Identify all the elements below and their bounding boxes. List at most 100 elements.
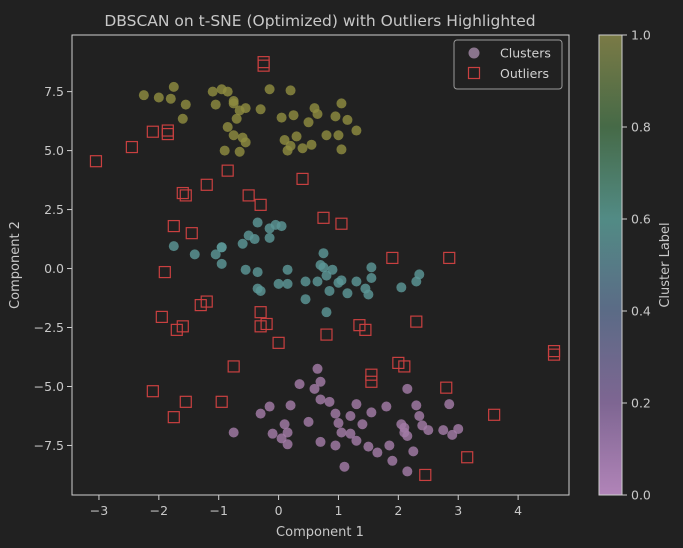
cluster-point <box>273 278 284 289</box>
cluster-point <box>351 276 362 287</box>
cluster-point <box>423 425 434 436</box>
outlier-point <box>200 178 213 191</box>
cluster-point <box>324 285 335 296</box>
outlier-point <box>146 125 159 138</box>
cluster-point <box>399 427 410 438</box>
cluster-point <box>231 113 242 124</box>
cluster-point <box>222 86 233 97</box>
y-tick-label: 2.5 <box>44 202 64 217</box>
cluster-point <box>228 98 239 109</box>
cluster-point <box>321 130 332 141</box>
colorbar-tick-label: 0.8 <box>631 120 651 135</box>
outlier-point <box>419 468 432 482</box>
x-tick-label: 1 <box>334 503 342 518</box>
outlier-point <box>170 323 183 336</box>
cluster-point <box>138 90 149 101</box>
outlier-point <box>221 164 234 177</box>
outlier-point <box>488 408 501 421</box>
cluster-point <box>210 249 221 260</box>
cluster-point <box>396 282 407 293</box>
outlier-point <box>547 345 561 358</box>
cluster-point <box>285 400 296 411</box>
x-tick-label: −3 <box>90 503 108 518</box>
cluster-point <box>270 219 281 230</box>
x-tick-label: 2 <box>394 503 402 518</box>
cluster-point <box>345 428 356 439</box>
cluster-point <box>330 408 341 419</box>
cluster-point <box>267 428 278 439</box>
cluster-point <box>414 410 425 421</box>
outlier-point <box>227 360 240 373</box>
cluster-point <box>240 103 251 114</box>
cluster-point <box>366 262 377 273</box>
cluster-point <box>285 85 296 96</box>
outlier-point <box>359 323 372 336</box>
outlier-point <box>386 251 399 265</box>
cluster-point <box>312 363 323 374</box>
cluster-point <box>240 137 251 148</box>
cluster-point <box>315 376 326 387</box>
outlier-point <box>158 265 171 279</box>
cluster-point <box>216 258 227 269</box>
cluster-point <box>282 278 293 289</box>
x-tick-label: 4 <box>514 503 522 518</box>
cluster-point <box>363 441 374 452</box>
cluster-point <box>336 275 347 286</box>
outlier-point <box>335 217 348 230</box>
cluster-point <box>351 399 362 410</box>
outlier-point <box>443 251 456 265</box>
cluster-point <box>288 110 299 121</box>
outlier-point <box>410 315 423 328</box>
cluster-point <box>255 408 266 419</box>
cluster-point <box>282 145 293 156</box>
colorbar: 0.0 0.2 0.4 0.6 0.8 1.0 Cluster Label <box>598 28 673 503</box>
cluster-point <box>219 145 230 156</box>
cluster-point <box>309 383 320 394</box>
y-tick-label: 5.0 <box>44 143 64 158</box>
cluster-point <box>252 283 263 294</box>
cluster-point <box>321 307 332 318</box>
cluster-point <box>402 383 413 394</box>
outlier-point <box>200 295 213 308</box>
colorbar-label: Cluster Label <box>658 222 673 307</box>
legend-outliers-marker <box>467 66 481 80</box>
cluster-point <box>303 117 314 128</box>
y-axis-ticks: −7.5 −5.0 −2.5 0.0 2.5 5.0 7.5 <box>34 84 72 453</box>
cluster-point <box>252 217 263 228</box>
x-tick-label: 0 <box>275 503 283 518</box>
outlier-point <box>461 451 474 464</box>
outlier-point <box>317 211 330 224</box>
cluster-point <box>318 262 329 273</box>
cluster-point <box>372 447 383 458</box>
cluster-point <box>408 446 419 457</box>
cluster-point <box>240 264 251 275</box>
y-tick-label: −5.0 <box>34 379 64 394</box>
outlier-point <box>167 219 180 233</box>
y-tick-label: 7.5 <box>44 84 64 99</box>
outlier-point <box>272 336 285 349</box>
x-axis-ticks: −3 −2 −1 0 1 2 3 4 <box>90 495 522 518</box>
cluster-point <box>276 112 287 123</box>
cluster-point <box>237 238 248 249</box>
cluster-point <box>210 99 221 110</box>
cluster-point <box>165 93 176 104</box>
y-axis-label: Component 2 <box>8 221 23 309</box>
outlier-point <box>242 189 255 202</box>
cluster-point <box>336 427 347 438</box>
outlier-point <box>146 385 159 398</box>
cluster-point <box>189 249 200 260</box>
outlier-point <box>89 155 103 168</box>
cluster-point <box>294 379 305 390</box>
cluster-point <box>363 289 374 300</box>
outlier-point <box>257 56 270 69</box>
y-tick-label: −2.5 <box>34 320 64 335</box>
cluster-point <box>366 407 377 418</box>
cluster-point <box>264 232 275 243</box>
cluster-point <box>300 294 311 305</box>
outlier-point <box>254 198 267 211</box>
outlier-point <box>179 189 192 202</box>
cluster-point <box>336 144 347 155</box>
cluster-point <box>291 131 302 142</box>
colorbar-bar <box>598 34 623 496</box>
